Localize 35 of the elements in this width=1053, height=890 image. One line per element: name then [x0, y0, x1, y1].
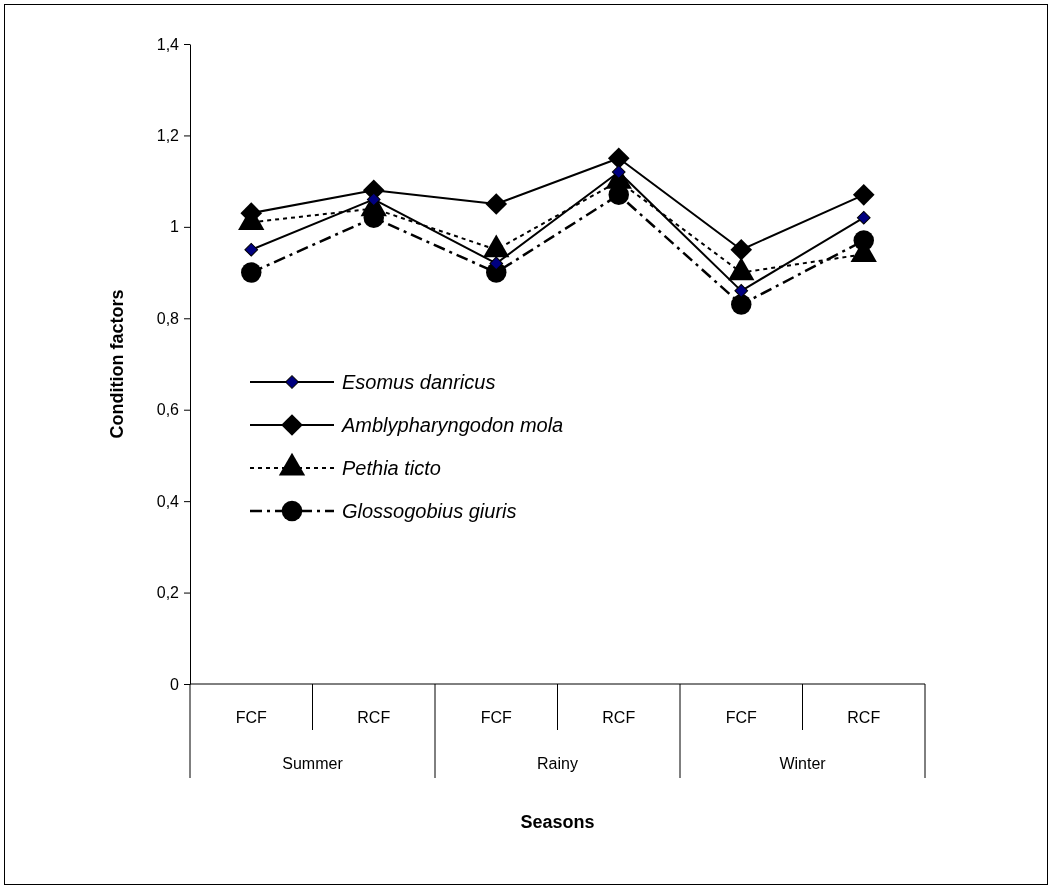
x-tick-label: FCF [480, 709, 513, 726]
legend-label: Amblypharyngodon mola [341, 414, 564, 436]
text: Winter [779, 755, 827, 772]
y-tick-label: 0 [170, 675, 180, 693]
point [489, 256, 504, 271]
legend-label: Pethia ticto [342, 457, 441, 479]
x-tick-label: RCF [602, 709, 636, 726]
legend-label: Esomus danricus [342, 371, 496, 393]
text: Summer [282, 755, 344, 772]
legend-label: Glossogobius giuris [342, 500, 517, 522]
y-tick-label: 0,4 [156, 492, 180, 510]
y-tick-label: 1 [170, 218, 180, 236]
point [731, 294, 752, 315]
point [244, 242, 259, 257]
x-tick-label: FCF [725, 709, 758, 726]
y-tick-label: 1,4 [156, 35, 180, 53]
text: Rainy [537, 755, 578, 772]
x-tick-label: RCF [847, 709, 881, 726]
point [366, 192, 381, 207]
point [611, 165, 626, 179]
point [856, 210, 871, 225]
x-tick-label: FCF [235, 709, 268, 726]
y-axis-title: Condition factors [107, 289, 127, 439]
y-tick-label: 0,6 [156, 401, 180, 419]
point [852, 184, 875, 206]
point [730, 238, 753, 261]
point [241, 262, 262, 283]
y-tick-label: 1,2 [156, 127, 180, 145]
x-axis-title: Seasons [520, 812, 595, 832]
point [607, 147, 630, 170]
y-tick-label: 0,2 [156, 584, 180, 602]
y-tick-label: 0,8 [156, 309, 180, 327]
point [734, 283, 749, 298]
x-tick-label: RCF [357, 709, 391, 726]
point [485, 193, 508, 215]
